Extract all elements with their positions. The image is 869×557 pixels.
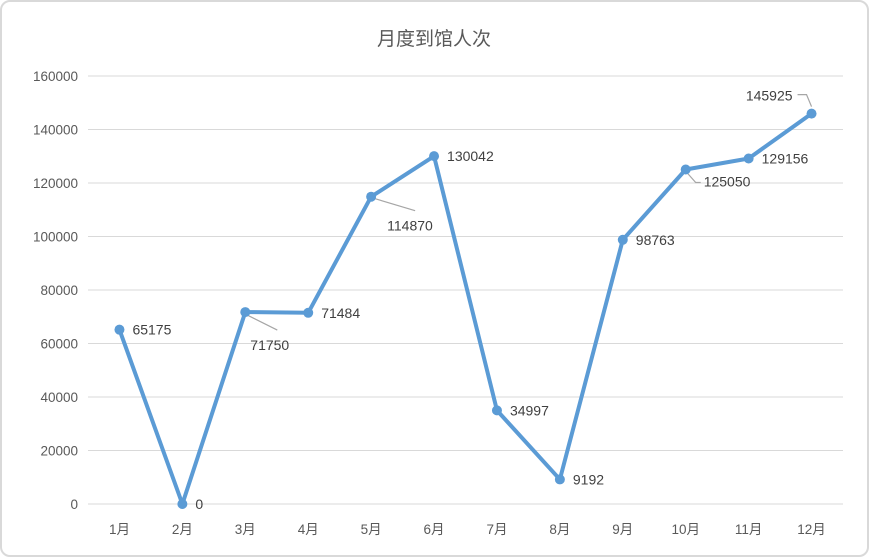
leader-line: [687, 173, 701, 184]
x-tick-label: 6月: [424, 522, 445, 537]
y-tick-label: 40000: [40, 390, 78, 405]
data-point-marker: [114, 324, 125, 335]
y-tick-label: 160000: [33, 69, 78, 84]
data-label: 65175: [132, 322, 171, 338]
y-axis-tick-labels: 0 20000 40000 60000 80000 100000 120000 140000 1…: [33, 69, 78, 512]
x-tick-label: 8月: [549, 522, 570, 537]
data-labels: 65175 0 71750 71484 114870 130042 34997 9192 987…: [132, 88, 808, 512]
data-label: 129156: [762, 151, 809, 167]
data-label: 145925: [746, 88, 793, 104]
data-label: 125050: [704, 173, 751, 189]
data-label: 114870: [387, 218, 433, 234]
data-point-marker: [366, 191, 377, 202]
data-point-marker: [240, 307, 251, 318]
x-tick-label: 10月: [671, 522, 700, 537]
data-point-marker: [177, 499, 188, 509]
y-tick-label: 60000: [40, 337, 78, 352]
leader-line: [247, 314, 278, 331]
y-tick-label: 120000: [33, 176, 78, 191]
data-label: 71484: [321, 305, 360, 321]
leader-line: [797, 94, 813, 107]
data-point-marker: [429, 151, 440, 162]
data-label: 71750: [250, 337, 289, 353]
data-point-markers: [114, 108, 817, 509]
data-label: 0: [195, 496, 203, 512]
data-point-marker: [303, 307, 314, 318]
data-label: 34997: [510, 402, 549, 418]
leader-line: [374, 198, 416, 212]
x-tick-label: 9月: [612, 522, 633, 537]
data-label: 130042: [447, 148, 494, 164]
chart-title: 月度到馆人次: [377, 28, 491, 50]
x-tick-label: 5月: [361, 522, 382, 537]
x-tick-label: 4月: [298, 522, 319, 537]
y-tick-label: 20000: [40, 444, 78, 459]
x-tick-label: 1月: [109, 522, 130, 537]
data-point-marker: [743, 153, 754, 164]
y-tick-label: 0: [70, 497, 78, 512]
series-polyline: [117, 111, 814, 506]
x-tick-label: 2月: [172, 522, 193, 537]
data-label: 98763: [636, 232, 675, 248]
x-tick-label: 3月: [235, 522, 256, 537]
y-tick-label: 80000: [40, 283, 78, 298]
x-tick-label: 12月: [797, 522, 826, 537]
y-tick-label: 100000: [33, 230, 78, 245]
x-tick-label: 11月: [735, 522, 763, 537]
data-point-marker: [554, 474, 565, 485]
data-point-marker: [806, 108, 817, 119]
data-label-leader-lines: [247, 94, 813, 331]
series-line: [117, 111, 814, 506]
y-tick-label: 140000: [33, 123, 78, 138]
x-tick-label: 7月: [486, 522, 507, 537]
data-label: 9192: [573, 471, 604, 487]
data-point-marker: [617, 234, 628, 245]
data-point-marker: [680, 164, 691, 175]
x-axis-tick-labels: 1月 2月 3月 4月 5月 6月 7月 8月 9月 10月 11月 12月: [109, 522, 826, 537]
data-point-marker: [491, 405, 502, 416]
